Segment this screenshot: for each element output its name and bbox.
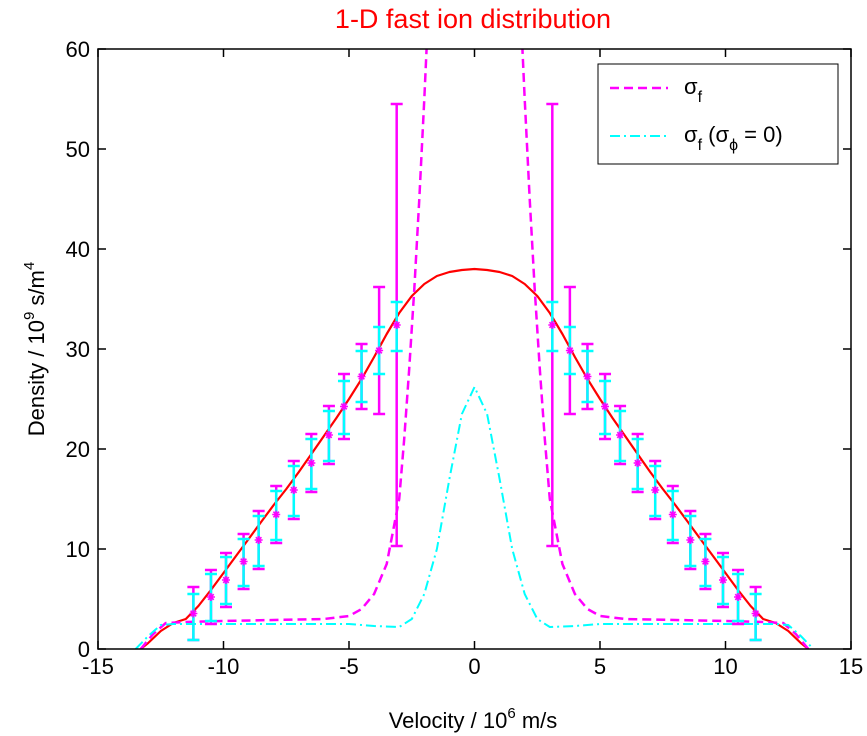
- data-point-marker: [616, 431, 625, 439]
- y-tick-label: 0: [78, 637, 90, 662]
- legend-entry-sigma-f-nophi: σf (σϕ = 0): [684, 122, 783, 154]
- x-axis-label-unit: m/s: [516, 708, 558, 733]
- data-point-marker: [718, 576, 727, 584]
- x-tick-label: -5: [339, 654, 359, 679]
- data-point-marker: [751, 609, 760, 618]
- x-axis-label-base: Velocity / 10: [389, 708, 508, 733]
- data-point-marker: [239, 557, 248, 566]
- y-tick-label: 30: [66, 337, 90, 362]
- data-point-marker: [189, 609, 198, 618]
- legend-entry-sigma-f: σf: [684, 74, 703, 106]
- data-point-marker: [565, 346, 574, 355]
- data-point-marker: [206, 593, 215, 601]
- legend-box: [597, 63, 839, 165]
- legend-2-rest: (σ: [702, 122, 729, 147]
- x-tick-label: 10: [713, 654, 737, 679]
- data-point-marker: [375, 346, 384, 355]
- chart-title: 1-D fast ion distribution: [335, 4, 611, 34]
- data-point-marker: [289, 486, 298, 494]
- x-axis-label-exp: 6: [507, 705, 515, 722]
- y-tick-label: 50: [66, 137, 90, 162]
- y-axis-label: Density / 109 s/m4: [21, 262, 49, 436]
- y-tick-label: 40: [66, 237, 90, 262]
- error-bars-layer: [187, 102, 762, 642]
- legend-2-rest2: = 0): [738, 122, 783, 147]
- data-point-marker: [357, 372, 366, 381]
- data-point-marker: [307, 459, 316, 467]
- series-sigma-f-line: [521, 49, 810, 649]
- x-tick-label: -10: [208, 654, 240, 679]
- x-tick-label: 0: [468, 654, 480, 679]
- legend-2-sym: σ: [684, 122, 698, 147]
- data-point-marker: [601, 402, 610, 411]
- x-axis-label: Velocity / 106 m/s: [389, 705, 558, 733]
- x-tick-label: 5: [594, 654, 606, 679]
- y-axis-label-unit-exp: 4: [21, 262, 38, 270]
- data-point-marker: [222, 576, 231, 584]
- legend: σf σf (σϕ = 0): [597, 63, 839, 165]
- data-point-marker: [254, 536, 263, 544]
- series-sigma-f-nophi-line: [134, 386, 815, 649]
- series-sigma-f-line: [139, 49, 428, 649]
- data-point-marker: [339, 402, 348, 411]
- data-point-marker: [324, 431, 333, 439]
- x-tick-label: -15: [82, 654, 114, 679]
- data-point-marker: [701, 557, 710, 566]
- data-point-marker: [633, 459, 642, 467]
- data-point-marker: [686, 536, 695, 544]
- y-axis-label-unit: s/m: [24, 270, 49, 312]
- x-tick-label: 15: [839, 654, 863, 679]
- data-point-marker: [548, 321, 557, 329]
- data-point-marker: [651, 486, 660, 494]
- data-point-marker: [392, 321, 401, 329]
- y-tick-label: 20: [66, 437, 90, 462]
- y-tick-label: 60: [66, 37, 90, 62]
- data-point-marker: [272, 510, 281, 519]
- legend-1-sym: σ: [684, 74, 698, 99]
- legend-2-sub2: ϕ: [729, 137, 738, 154]
- legend-2-sub: f: [698, 137, 703, 154]
- data-point-marker: [668, 510, 677, 519]
- y-axis-label-base: Density / 10: [24, 320, 49, 436]
- axis-ticks: -15 -10 -5 0 5 10 15 0 10 20 30 40 50 60: [66, 37, 864, 679]
- data-point-marker: [583, 372, 592, 381]
- y-axis-label-exp: 9: [21, 312, 38, 320]
- y-tick-label: 10: [66, 537, 90, 562]
- legend-1-sub: f: [698, 89, 703, 106]
- data-point-marker: [734, 593, 743, 601]
